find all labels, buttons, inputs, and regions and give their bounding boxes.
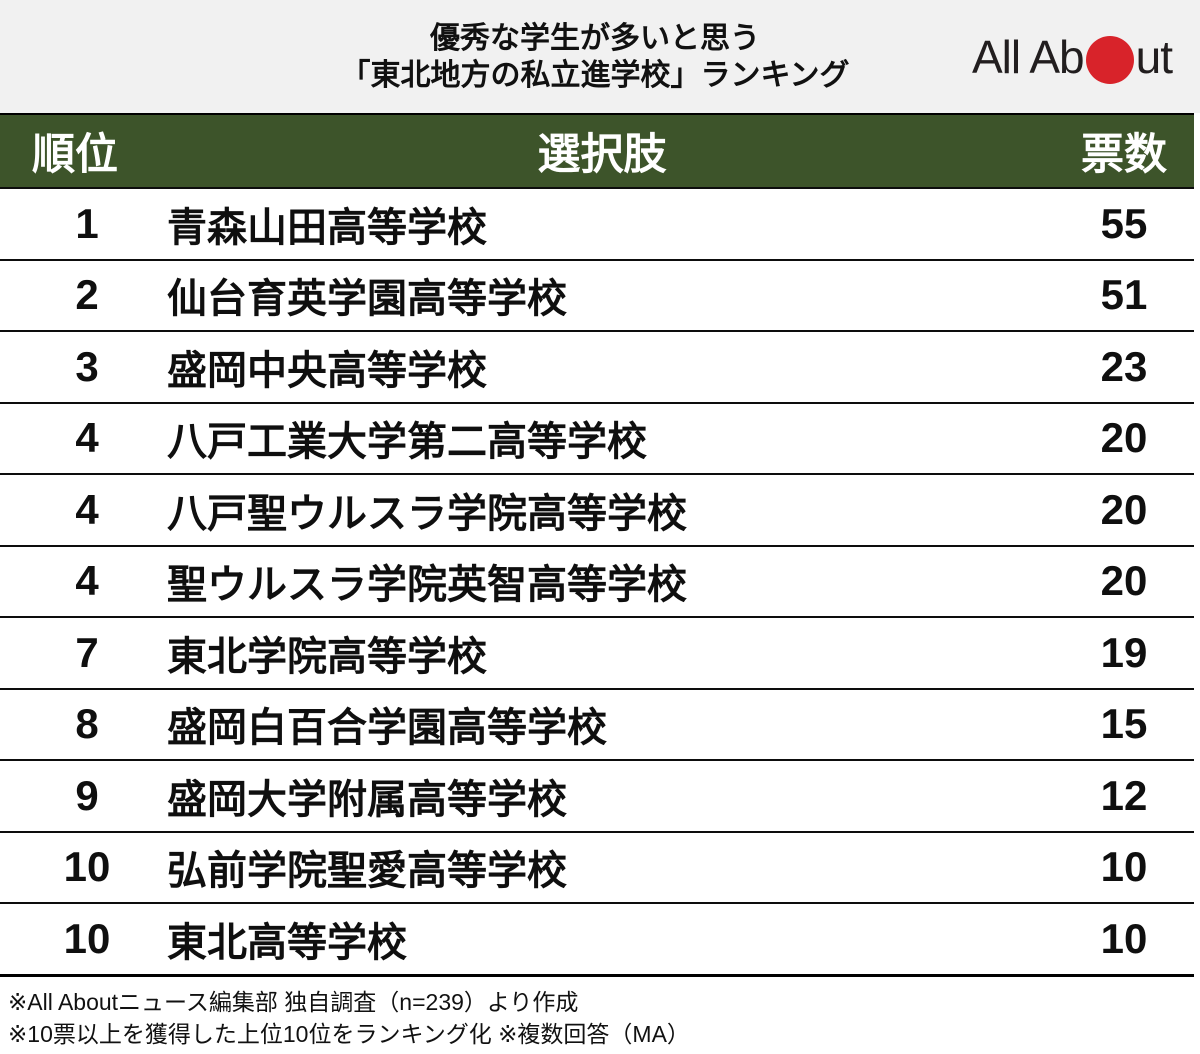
table-body: 1 青森山田高等学校 55 2 仙台育英学園高等学校 51 3 盛岡中央高等学校… (0, 189, 1194, 977)
footer-notes: ※All Aboutニュース編集部 独自調査（n=239）より作成 ※10票以上… (0, 977, 1200, 1050)
logo-text-right: ut (1135, 30, 1173, 83)
rank-cell: 3 (75, 342, 99, 390)
col-header-votes: 票数 (1081, 131, 1167, 179)
votes-cell: 15 (1100, 700, 1148, 748)
table-row: 1 青森山田高等学校 55 (0, 189, 1194, 261)
note-line-2: ※10票以上を獲得した上位10位をランキング化 ※複数回答（MA） (8, 1020, 690, 1047)
table-row: 4 八戸聖ウルスラ学院高等学校 20 (0, 475, 1194, 547)
school-cell: 弘前学院聖愛高等学校 (167, 849, 567, 894)
votes-cell: 51 (1100, 271, 1148, 319)
table-row: 2 仙台育英学園高等学校 51 (0, 260, 1194, 332)
votes-cell: 10 (1100, 843, 1148, 891)
rank-cell: 4 (75, 414, 99, 462)
rank-cell: 2 (75, 271, 99, 319)
votes-cell: 55 (1100, 199, 1148, 247)
rank-cell: 10 (63, 843, 111, 891)
allabout-logo: All Ab ut (971, 30, 1173, 84)
school-cell: 東北高等学校 (167, 920, 407, 965)
votes-cell: 10 (1100, 914, 1148, 962)
rank-cell: 4 (75, 557, 99, 605)
school-cell: 青森山田高等学校 (167, 205, 487, 250)
school-cell: 東北学院高等学校 (167, 634, 487, 679)
col-header-rank: 順位 (32, 131, 118, 179)
school-cell: 八戸聖ウルスラ学院高等学校 (167, 491, 687, 536)
votes-cell: 20 (1100, 485, 1148, 533)
school-cell: 八戸工業大学第二高等学校 (167, 420, 647, 465)
rank-cell: 4 (75, 485, 99, 533)
school-cell: 盛岡大学附属高等学校 (167, 777, 567, 822)
logo-text-left: All Ab (971, 30, 1085, 83)
table-row: 10 東北高等学校 10 (0, 904, 1194, 977)
rank-cell: 1 (75, 199, 99, 247)
table-row: 10 弘前学院聖愛高等学校 10 (0, 832, 1194, 904)
rank-cell: 9 (75, 771, 99, 819)
rank-cell: 7 (75, 628, 99, 676)
rank-cell: 10 (63, 914, 111, 962)
page-title: 優秀な学生が多いと思う 「東北地方の私立進学校」ランキング (340, 20, 849, 94)
table-row: 8 盛岡白百合学園高等学校 15 (0, 689, 1194, 761)
table-row: 7 東北学院高等学校 19 (0, 618, 1194, 690)
votes-cell: 19 (1100, 628, 1148, 676)
school-cell: 聖ウルスラ学院英智高等学校 (167, 563, 687, 608)
table-row: 3 盛岡中央高等学校 23 (0, 332, 1194, 404)
votes-cell: 20 (1100, 557, 1148, 605)
school-cell: 盛岡中央高等学校 (167, 348, 487, 393)
table-row: 9 盛岡大学附属高等学校 12 (0, 761, 1194, 833)
logo-red-circle-icon (1085, 35, 1134, 84)
ranking-table: 順位 選択肢 票数 1 青森山田高等学校 55 2 仙台育英学園高等学校 51 … (0, 113, 1194, 977)
school-cell: 盛岡白百合学園高等学校 (167, 706, 607, 751)
school-cell: 仙台育英学園高等学校 (167, 277, 567, 322)
rank-cell: 8 (75, 700, 99, 748)
note-line-1: ※All Aboutニュース編集部 独自調査（n=239）より作成 (8, 988, 579, 1015)
title-line-2: 「東北地方の私立進学校」ランキング (340, 58, 850, 92)
table-header-row: 順位 選択肢 票数 (0, 115, 1194, 189)
votes-cell: 12 (1100, 771, 1148, 819)
votes-cell: 20 (1100, 414, 1148, 462)
col-header-choice: 選択肢 (537, 131, 667, 179)
table-row: 4 聖ウルスラ学院英智高等学校 20 (0, 546, 1194, 618)
table-row: 4 八戸工業大学第二高等学校 20 (0, 403, 1194, 475)
title-line-1: 優秀な学生が多いと思う (429, 21, 760, 55)
votes-cell: 23 (1100, 342, 1148, 390)
header-band: 優秀な学生が多いと思う 「東北地方の私立進学校」ランキング All Ab ut (0, 0, 1200, 113)
